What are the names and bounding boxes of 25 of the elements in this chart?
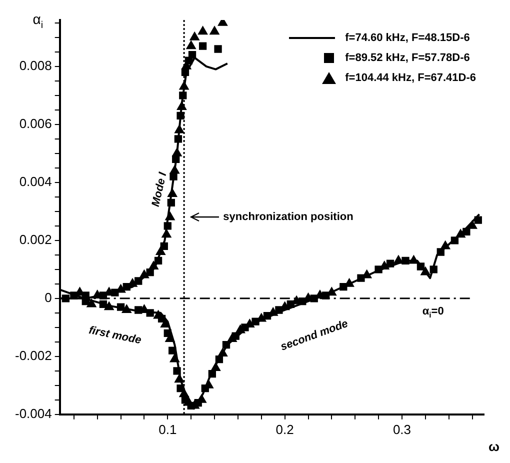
point bbox=[462, 228, 470, 236]
x-tick-label: 0.1 bbox=[158, 422, 177, 437]
legend-label: f=104.44 kHz, F=67.41D-6 bbox=[345, 72, 476, 84]
y-tick-label: -0.004 bbox=[14, 406, 52, 421]
y-tick-label: 0.002 bbox=[19, 232, 52, 247]
annotation: first mode bbox=[88, 324, 142, 347]
x-tick-label: 0.2 bbox=[276, 422, 294, 437]
legend-label: f=74.60 kHz, F=48.15D-6 bbox=[345, 32, 470, 44]
y-tick-label: -0.002 bbox=[14, 348, 52, 363]
y-tick-label: 0 bbox=[44, 290, 52, 305]
y-tick-label: 0.006 bbox=[19, 116, 52, 131]
legend-label: f=89.52 kHz, F=57.78D-6 bbox=[345, 52, 470, 64]
y-tick-label: 0.004 bbox=[19, 174, 52, 189]
annotation: synchronization position bbox=[223, 211, 354, 224]
x-tick-label: 0.3 bbox=[392, 422, 412, 437]
point bbox=[190, 32, 200, 40]
point bbox=[214, 45, 222, 53]
point bbox=[198, 42, 207, 50]
point bbox=[198, 26, 208, 35]
point bbox=[210, 26, 219, 35]
point bbox=[188, 50, 196, 59]
y-tick-label: 0.008 bbox=[19, 58, 52, 73]
point bbox=[186, 41, 196, 50]
x-axis-title: ω bbox=[488, 439, 500, 454]
annotation: Mode I bbox=[150, 170, 170, 208]
